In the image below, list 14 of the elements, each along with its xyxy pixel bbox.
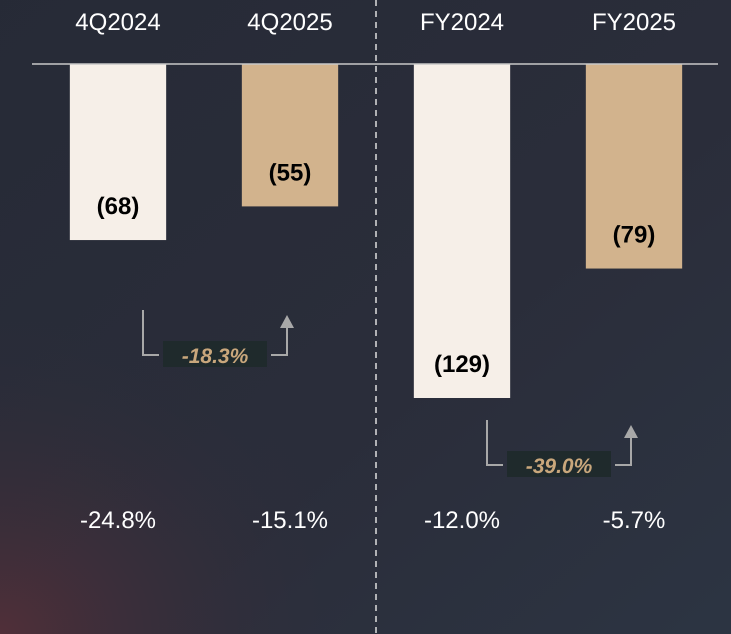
data-label: (79) [612, 222, 656, 249]
data-label: (129) [434, 351, 490, 378]
x-tick-label: FY2025 [592, 9, 676, 36]
data-label: (55) [268, 159, 312, 186]
text: -39.0% [526, 455, 593, 478]
annotation: -18.3% [182, 345, 249, 368]
data-label: (68) [96, 193, 140, 220]
text: -12.0% [424, 507, 500, 534]
text: -15.1% [252, 507, 328, 534]
x-tick-label: 4Q2025 [247, 9, 333, 36]
x-tick-label: FY2024 [420, 9, 504, 36]
text: -5.7% [602, 507, 666, 534]
text: -24.8% [80, 507, 156, 534]
x-tick-label: 4Q2024 [75, 9, 161, 36]
